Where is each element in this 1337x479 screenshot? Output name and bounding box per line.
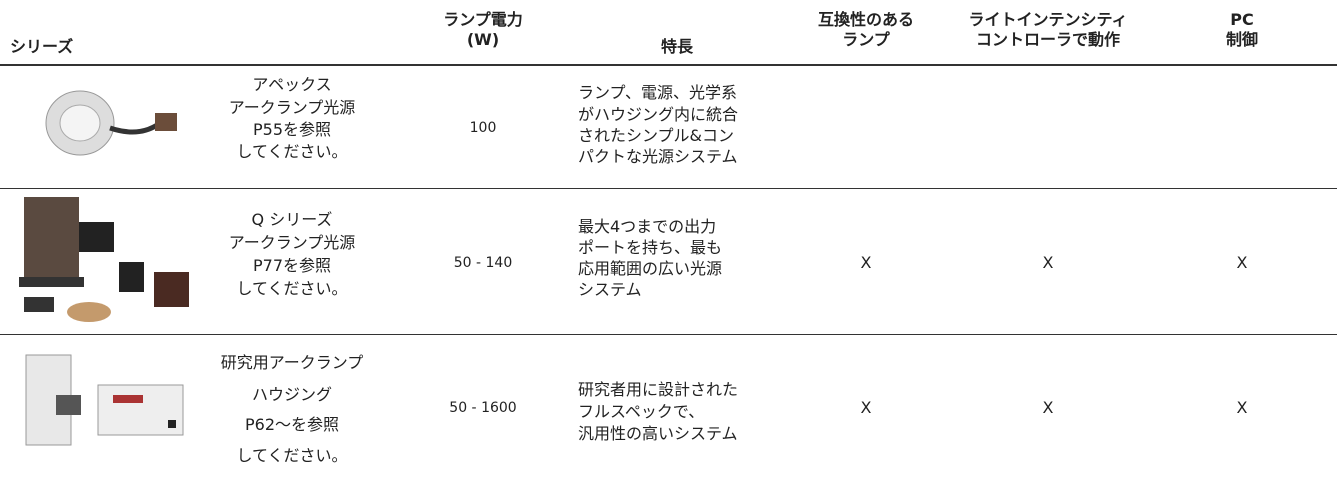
product-image [45, 90, 177, 156]
check-mark: X [1042, 398, 1054, 417]
row-rule [0, 334, 1337, 335]
check-mark: X [860, 253, 872, 272]
feature-text: システム [578, 280, 642, 299]
column-header: PC [1230, 10, 1254, 29]
check-mark: X [1042, 253, 1054, 272]
column-header: シリーズ [10, 37, 74, 56]
feature-text: 応用範囲の広い光源 [578, 259, 723, 278]
column-header: ライトインテンシティ [968, 10, 1128, 29]
check-mark: X [860, 398, 872, 417]
product-image [25, 354, 184, 446]
row-rule [0, 188, 1337, 189]
feature-text: フルスペックで、 [578, 402, 705, 421]
series-name: アークランプ光源 [228, 98, 356, 117]
series-name: 研究用アークランプ [220, 353, 364, 372]
column-header: 互換性のある [817, 10, 915, 29]
feature-text: パクトな光源システム [578, 147, 738, 166]
column-header: コントローラで動作 [975, 30, 1121, 49]
series-name: アペックス [252, 75, 332, 94]
feature-text: ランプ、電源、光学系 [578, 83, 738, 102]
series-name: ハウジング [251, 385, 333, 404]
feature-text: されたシンプル&コン [578, 126, 734, 145]
series-name: してください。 [236, 142, 348, 161]
lamp-power: 50 - 1600 [449, 400, 517, 416]
feature-text: ポートを持ち、最も [578, 238, 723, 257]
series-name: してください。 [236, 279, 348, 298]
column-header: ランプ電力 [443, 10, 523, 29]
series-name: してください。 [236, 446, 348, 465]
lamp-power: 50 - 140 [453, 255, 513, 271]
product-image [19, 197, 189, 322]
feature-text: がハウジング内に統合 [578, 105, 739, 124]
series-name: P55を参照 [252, 120, 332, 139]
feature-text: 最大4つまでの出力 [578, 217, 717, 236]
feature-text: 研究者用に設計された [578, 380, 739, 399]
column-header: 制御 [1225, 30, 1259, 49]
feature-text: 汎用性の高いシステム [578, 424, 738, 443]
lamp-power: 100 [469, 120, 497, 136]
series-name: アークランプ光源 [228, 233, 356, 252]
check-mark: X [1236, 253, 1248, 272]
column-header: (W) [466, 30, 500, 49]
series-name: P62～を参照 [244, 415, 340, 434]
column-header: 特長 [660, 37, 694, 56]
check-mark: X [1236, 398, 1248, 417]
series-name: P77を参照 [252, 256, 332, 275]
header-rule [0, 64, 1337, 66]
series-name: Q シリーズ [251, 210, 333, 229]
column-header: ランプ [842, 30, 890, 49]
